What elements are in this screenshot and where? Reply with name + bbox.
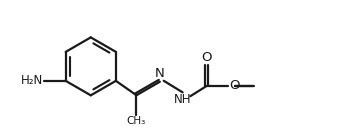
Text: H₂N: H₂N — [21, 74, 44, 87]
Text: O: O — [229, 79, 240, 92]
Text: O: O — [201, 51, 212, 64]
Text: NH: NH — [174, 93, 191, 106]
Text: N: N — [155, 67, 165, 80]
Text: CH₃: CH₃ — [127, 116, 146, 126]
